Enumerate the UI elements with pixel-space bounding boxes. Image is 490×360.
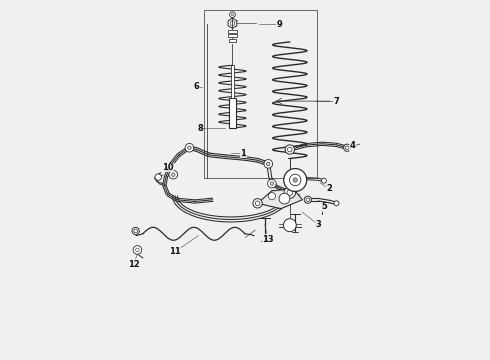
Text: 11: 11 (169, 247, 181, 256)
Bar (231, 65, 234, 98)
Circle shape (172, 173, 175, 176)
Text: 10: 10 (162, 163, 174, 172)
Circle shape (132, 227, 139, 234)
Circle shape (230, 12, 235, 18)
Circle shape (304, 196, 311, 203)
Bar (228, 30, 237, 33)
Bar (228, 98, 236, 128)
Text: 7: 7 (334, 96, 339, 105)
Circle shape (288, 147, 292, 152)
Text: 6: 6 (194, 82, 199, 91)
Circle shape (283, 219, 296, 231)
Circle shape (306, 198, 310, 202)
Circle shape (133, 246, 142, 254)
Circle shape (287, 190, 293, 195)
Circle shape (267, 162, 270, 166)
Circle shape (285, 145, 294, 154)
Circle shape (334, 201, 339, 206)
Circle shape (293, 178, 297, 182)
Text: 1: 1 (240, 149, 246, 158)
Circle shape (230, 21, 235, 26)
Text: 5: 5 (321, 202, 327, 211)
Circle shape (269, 193, 275, 200)
Text: 2: 2 (326, 184, 332, 193)
Circle shape (284, 168, 307, 192)
Circle shape (185, 143, 194, 152)
Circle shape (255, 201, 260, 206)
Circle shape (279, 193, 290, 204)
Circle shape (321, 178, 326, 183)
Bar (204, 10, 317, 178)
Circle shape (264, 159, 272, 168)
Text: 12: 12 (128, 260, 140, 269)
Polygon shape (258, 189, 302, 209)
Circle shape (134, 229, 137, 233)
Bar (228, 35, 237, 37)
Circle shape (169, 170, 177, 179)
Text: 9: 9 (276, 19, 282, 28)
Text: 8: 8 (197, 123, 203, 132)
Text: 13: 13 (263, 235, 274, 244)
Circle shape (155, 174, 161, 180)
Circle shape (268, 179, 276, 188)
Circle shape (136, 248, 139, 252)
Circle shape (284, 187, 295, 198)
Text: 3: 3 (316, 220, 321, 229)
Circle shape (253, 199, 262, 208)
Circle shape (290, 174, 301, 186)
Circle shape (343, 144, 351, 151)
Text: 4: 4 (350, 141, 356, 150)
Circle shape (345, 146, 349, 149)
Bar (229, 40, 236, 41)
Circle shape (270, 182, 274, 185)
Circle shape (188, 146, 191, 149)
Circle shape (231, 14, 234, 16)
